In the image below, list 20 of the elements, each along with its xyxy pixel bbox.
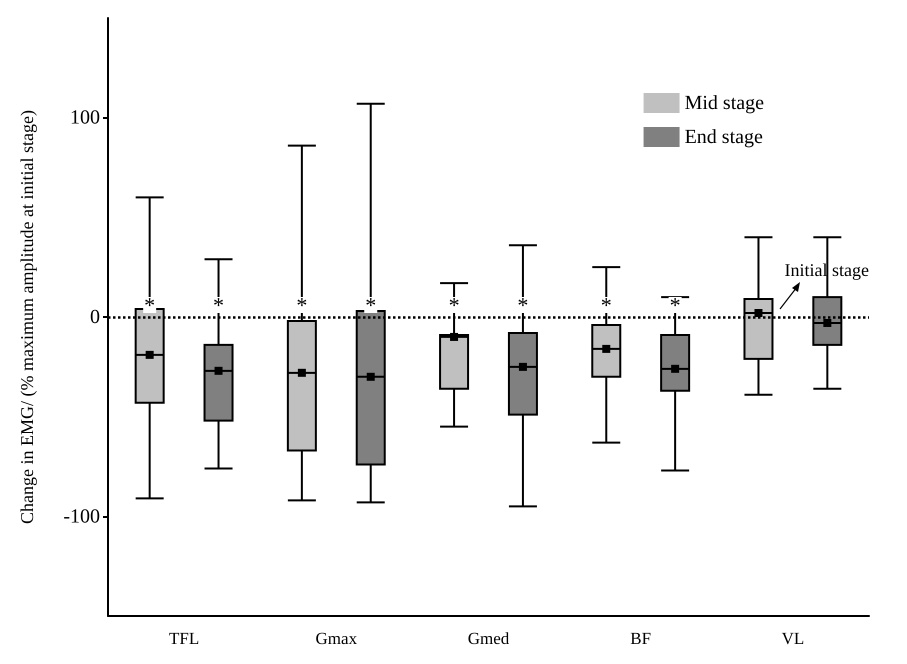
annotation: * bbox=[670, 292, 681, 318]
annotation: * bbox=[213, 292, 224, 318]
y-tick-label: -100 bbox=[63, 505, 100, 528]
x-tick-label: Gmed bbox=[468, 629, 510, 648]
x-tick-label: Gmax bbox=[316, 629, 358, 648]
ref-line-label: Initial stage bbox=[784, 260, 869, 280]
y-tick-label: 0 bbox=[90, 306, 100, 328]
annotation: * bbox=[296, 292, 308, 318]
annotation: * bbox=[144, 292, 156, 318]
x-tick-label: TFL bbox=[168, 629, 200, 648]
annotation: * bbox=[365, 292, 376, 318]
x-tick-label: BF bbox=[630, 629, 652, 648]
legend-label: Mid stage bbox=[684, 92, 764, 114]
x-tick-label: VL bbox=[782, 629, 804, 648]
legend-label: End stage bbox=[684, 126, 763, 148]
y-tick-label: 100 bbox=[70, 106, 100, 129]
annotation: * bbox=[600, 292, 612, 318]
y-axis-title: Change in EMG/ (% maximum amplitude at initial stage) bbox=[17, 110, 37, 524]
annotation: * bbox=[517, 292, 528, 318]
annotation: * bbox=[448, 292, 460, 318]
